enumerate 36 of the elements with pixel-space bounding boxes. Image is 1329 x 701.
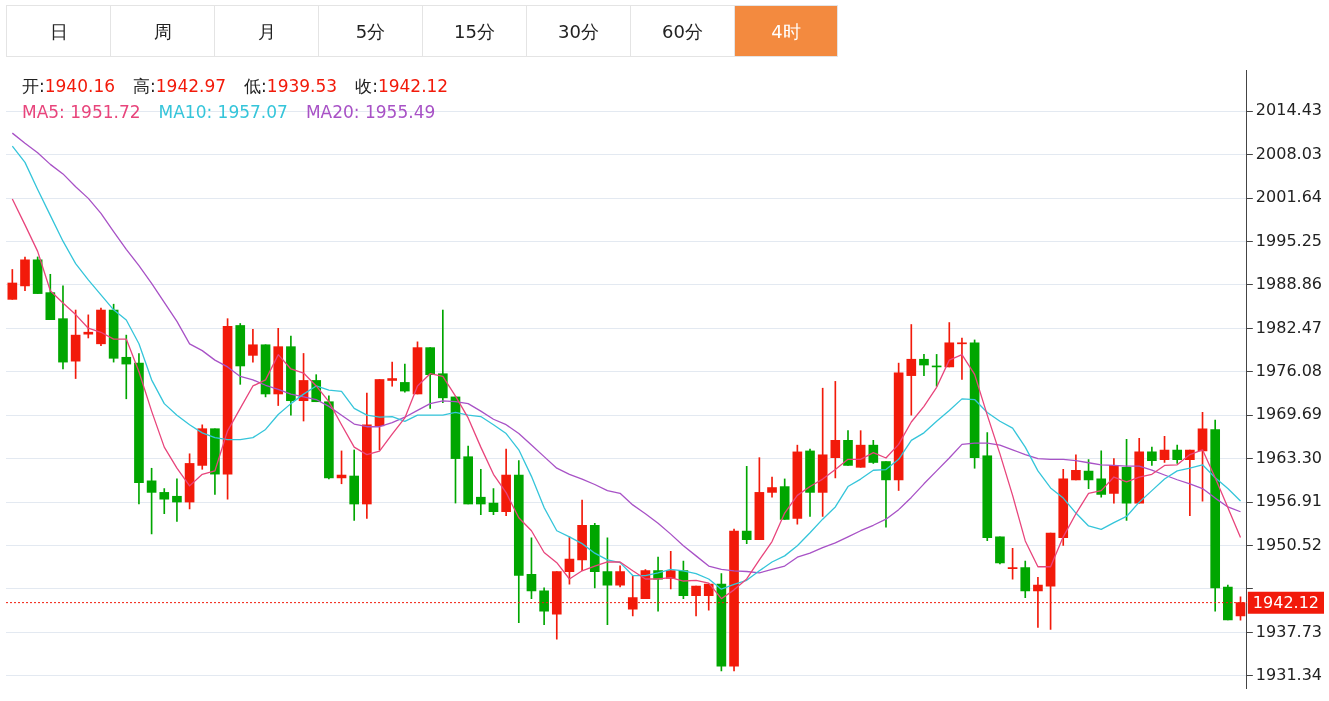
- y-tick-label: 1950.52: [1255, 534, 1323, 554]
- annotation: 收:1942.12: [355, 76, 449, 96]
- ref-line-label: 1942.12: [1252, 592, 1320, 612]
- annotation: 高:1942.97: [133, 76, 227, 96]
- y-tick-label: 1963.30: [1255, 447, 1323, 467]
- text: 日: [6, 5, 110, 57]
- y-tick-label: 1995.25: [1255, 230, 1323, 250]
- annotation: 开:1940.16: [22, 76, 116, 96]
- text: 30分: [526, 5, 630, 57]
- candlestick: [387, 361, 398, 387]
- candlestick: [172, 478, 182, 522]
- candlestick: [475, 468, 486, 515]
- y-tick-label: 2014.43: [1255, 100, 1323, 120]
- text: 60分: [630, 5, 734, 57]
- y-tick-label: 1988.86: [1255, 274, 1323, 294]
- y-tick-label: 2001.64: [1255, 187, 1323, 207]
- text: 月: [214, 5, 318, 57]
- candlestick: [906, 324, 917, 416]
- annotation: 低:1939.53: [244, 76, 338, 96]
- y-tick-label: 2008.03: [1255, 143, 1323, 163]
- candlestick: [957, 337, 967, 380]
- text: MA5: 1951.72: [22, 102, 141, 122]
- text: 4时: [734, 5, 838, 57]
- text: MA10: 1957.07: [158, 102, 288, 122]
- candlestick: [121, 334, 132, 400]
- y-tick-label: 1937.73: [1255, 621, 1323, 641]
- text: 15分: [422, 5, 526, 57]
- text: 5分: [318, 5, 422, 57]
- y-tick-label: 1969.69: [1255, 404, 1323, 424]
- text: MA20: 1955.49: [305, 102, 436, 122]
- candlestick: [741, 466, 752, 544]
- text: 周: [110, 5, 214, 57]
- y-tick-label: 1976.08: [1255, 360, 1323, 380]
- y-tick-label: 1956.91: [1255, 491, 1323, 511]
- y-tick-label: 1931.34: [1255, 665, 1323, 685]
- y-tick-label: 1982.47: [1255, 317, 1323, 337]
